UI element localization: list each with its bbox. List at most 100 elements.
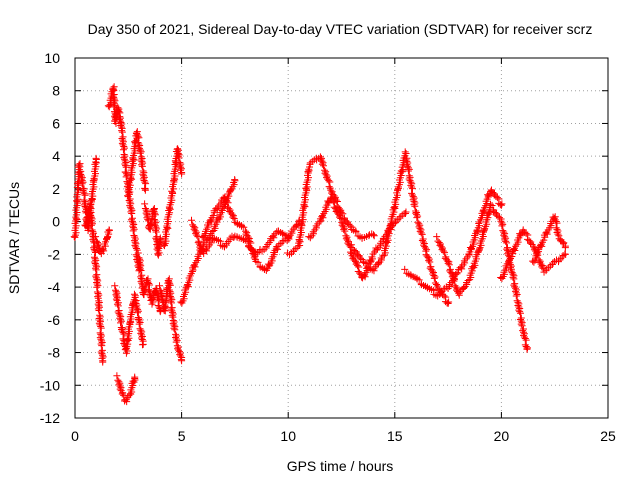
data-point bbox=[499, 220, 507, 228]
x-tick-label: 5 bbox=[178, 428, 186, 444]
data-point bbox=[520, 331, 528, 339]
data-point bbox=[149, 206, 157, 214]
data-point bbox=[512, 292, 520, 300]
data-point bbox=[139, 170, 147, 178]
data-point bbox=[122, 168, 130, 176]
series-sat-d bbox=[104, 83, 143, 275]
data-point bbox=[402, 156, 410, 164]
data-point bbox=[405, 175, 413, 183]
data-point bbox=[325, 177, 333, 185]
data-point bbox=[425, 257, 433, 265]
data-point bbox=[443, 299, 451, 307]
series-sat-l bbox=[177, 176, 239, 307]
y-tick-label: 2 bbox=[52, 181, 60, 197]
y-tick-label: 0 bbox=[52, 214, 60, 230]
data-point bbox=[136, 149, 144, 157]
data-point bbox=[475, 245, 483, 253]
data-point bbox=[131, 373, 139, 381]
data-point bbox=[497, 201, 505, 209]
series-sat-k bbox=[160, 145, 186, 250]
y-tick-label: -2 bbox=[48, 246, 61, 262]
data-point bbox=[451, 276, 459, 284]
data-point bbox=[170, 324, 178, 332]
data-point bbox=[76, 163, 84, 171]
data-point bbox=[405, 165, 413, 173]
data-point bbox=[143, 276, 151, 284]
data-point bbox=[450, 277, 458, 285]
data-point bbox=[137, 329, 145, 337]
data-point bbox=[500, 231, 508, 239]
data-point bbox=[176, 162, 184, 170]
data-point bbox=[156, 282, 164, 290]
data-point bbox=[80, 201, 88, 209]
data-point bbox=[87, 221, 95, 229]
data-point bbox=[81, 191, 89, 199]
data-point bbox=[250, 254, 258, 262]
data-point bbox=[130, 225, 138, 233]
data-point bbox=[410, 201, 418, 209]
data-point bbox=[92, 233, 100, 241]
data-point bbox=[128, 217, 136, 225]
data-point bbox=[118, 128, 126, 136]
data-point bbox=[112, 295, 120, 303]
data-point bbox=[522, 336, 530, 344]
data-point bbox=[135, 134, 143, 142]
data-point bbox=[246, 237, 254, 245]
data-point bbox=[145, 290, 153, 298]
data-point bbox=[499, 227, 507, 235]
data-point bbox=[124, 192, 132, 200]
data-point bbox=[433, 281, 441, 289]
data-point bbox=[110, 100, 118, 108]
data-point bbox=[137, 278, 145, 286]
data-point bbox=[160, 241, 168, 249]
y-tick-label: -10 bbox=[40, 377, 60, 393]
data-point bbox=[109, 84, 117, 92]
data-point bbox=[132, 243, 140, 251]
series-sat-i bbox=[141, 200, 165, 259]
data-point bbox=[441, 248, 449, 256]
data-point bbox=[116, 385, 124, 393]
data-point bbox=[439, 247, 447, 255]
series-sat-n bbox=[198, 193, 303, 274]
data-point bbox=[418, 230, 426, 238]
grid-layer bbox=[75, 58, 608, 418]
data-point bbox=[513, 290, 521, 298]
data-point bbox=[444, 299, 452, 307]
data-point bbox=[516, 309, 524, 317]
data-point bbox=[114, 308, 122, 316]
data-point bbox=[167, 297, 175, 305]
data-point bbox=[137, 334, 145, 342]
data-point bbox=[114, 302, 122, 310]
data-point bbox=[136, 319, 144, 327]
data-point bbox=[98, 342, 106, 350]
data-point bbox=[397, 167, 405, 175]
data-point bbox=[135, 143, 143, 151]
data-point bbox=[432, 291, 440, 299]
y-tick-label: -12 bbox=[40, 410, 60, 426]
data-point bbox=[167, 299, 175, 307]
data-point bbox=[115, 108, 123, 116]
data-point bbox=[120, 330, 128, 338]
data-point bbox=[335, 213, 343, 221]
data-point bbox=[141, 178, 149, 186]
data-point bbox=[126, 202, 134, 210]
data-point bbox=[116, 314, 124, 322]
data-point bbox=[93, 283, 101, 291]
data-point bbox=[140, 177, 148, 185]
data-point bbox=[177, 352, 185, 360]
data-point bbox=[408, 185, 416, 193]
data-point bbox=[409, 196, 417, 204]
data-point bbox=[294, 243, 302, 251]
data-point bbox=[81, 221, 89, 229]
data-point bbox=[91, 258, 99, 266]
data-point bbox=[92, 272, 100, 280]
data-point bbox=[549, 259, 557, 267]
data-point bbox=[95, 307, 103, 314]
data-point bbox=[130, 232, 138, 240]
data-point bbox=[166, 281, 174, 289]
data-point bbox=[142, 209, 150, 217]
chart-title: Day 350 of 2021, Sidereal Day-to-day VTE… bbox=[88, 21, 593, 37]
data-point bbox=[118, 390, 126, 398]
data-point bbox=[105, 226, 113, 234]
data-point bbox=[91, 247, 99, 255]
